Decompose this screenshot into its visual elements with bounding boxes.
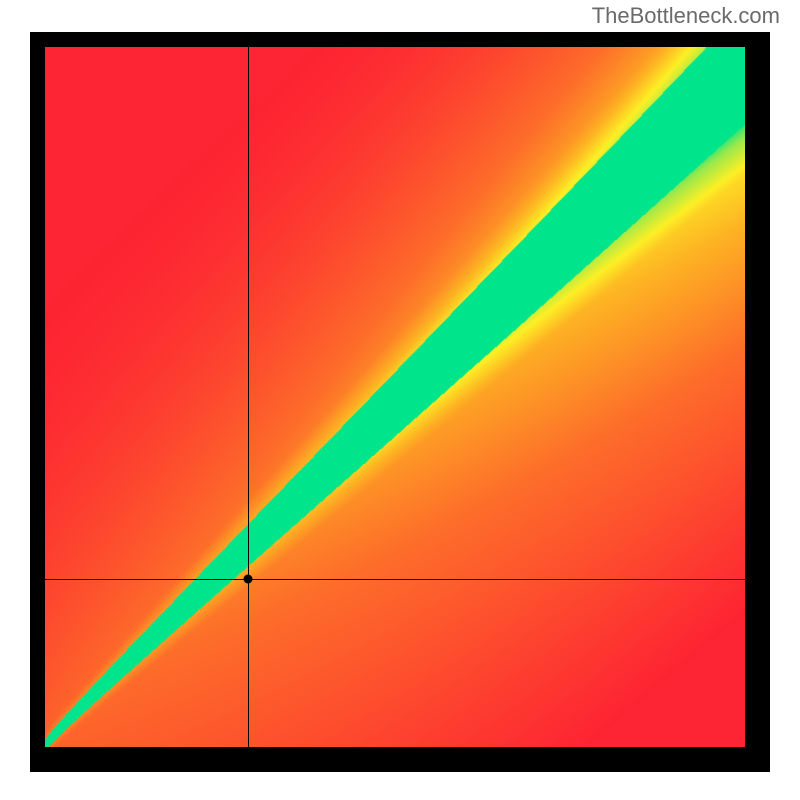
attribution-text: TheBottleneck.com	[592, 3, 780, 29]
chart-frame	[30, 32, 770, 772]
data-point-marker	[244, 575, 253, 584]
heatmap-canvas	[45, 47, 745, 747]
crosshair-horizontal	[45, 579, 745, 580]
crosshair-vertical	[248, 47, 249, 747]
